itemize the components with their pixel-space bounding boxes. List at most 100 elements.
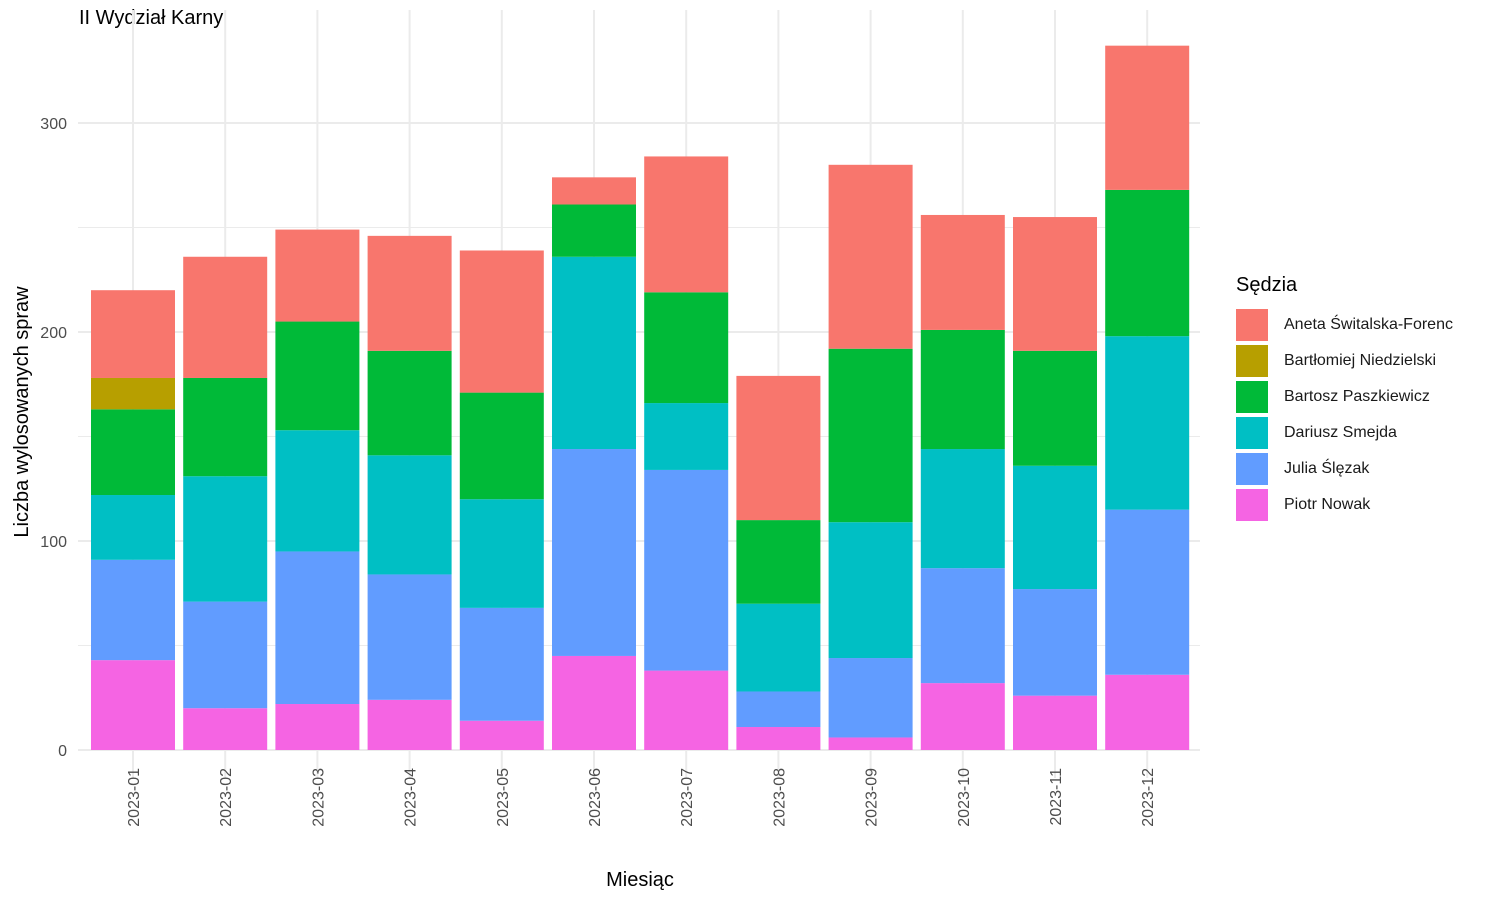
bar-segment — [1105, 45, 1190, 190]
legend-items: Aneta Świtalska-Forenc Bartłomiej Niedzie… — [1236, 307, 1453, 523]
bar-segment — [920, 329, 1005, 450]
bar-segment — [275, 551, 360, 705]
legend-key — [1236, 381, 1268, 413]
bar-segment — [828, 348, 913, 523]
bar-segment — [91, 559, 175, 661]
bar-segment — [1013, 695, 1097, 750]
legend-item: Dariusz Smejda — [1236, 415, 1453, 451]
bar-segment — [920, 683, 1005, 750]
bar-segment — [1013, 350, 1097, 466]
bar-segment — [183, 256, 268, 378]
legend-item: Aneta Świtalska-Forenc — [1236, 307, 1453, 343]
legend-label: Bartłomiej Niedzielski — [1284, 352, 1437, 369]
legend-item: Piotr Nowak — [1236, 487, 1453, 523]
bar-segment — [552, 204, 636, 257]
x-tick-label: 2023-01 — [126, 768, 143, 827]
legend-key — [1236, 417, 1268, 449]
bar-segment — [367, 235, 452, 351]
bar-segment — [1013, 217, 1097, 351]
y-tick-label: 300 — [40, 116, 67, 133]
x-tick-label: 2023-09 — [864, 768, 881, 827]
legend-label: Piotr Nowak — [1284, 496, 1371, 513]
bar-segment — [1105, 509, 1190, 675]
bar-segment — [183, 708, 268, 750]
bar-segment — [920, 449, 1005, 569]
legend-title: Sędzia — [1236, 274, 1298, 296]
bar-segment — [459, 607, 544, 721]
bar-segment — [91, 409, 175, 496]
bar-segment — [91, 377, 175, 410]
bar-segment — [828, 164, 913, 349]
chart-title: II Wydział Karny — [79, 7, 224, 29]
bar-segment — [736, 520, 821, 604]
y-tick-label: 0 — [58, 743, 67, 760]
x-tick-label: 2023-04 — [403, 768, 420, 827]
x-tick-label: 2023-03 — [310, 768, 327, 827]
bar-segment — [367, 574, 452, 700]
bars — [91, 45, 1190, 750]
bar-segment — [920, 568, 1005, 684]
x-tick-label: 2023-06 — [587, 768, 604, 827]
legend-item: Bartosz Paszkiewicz — [1236, 379, 1453, 415]
legend: Sędzia Aneta Świtalska-Forenc Bartłomiej … — [1236, 274, 1453, 523]
bar-segment — [275, 430, 360, 552]
x-axis-label: Miesiąc — [606, 869, 674, 891]
y-axis-ticks: 0 100 200 300 — [40, 116, 67, 760]
legend-key — [1236, 489, 1268, 521]
bar-segment — [920, 214, 1005, 330]
legend-key — [1236, 309, 1268, 341]
legend-item: Bartłomiej Niedzielski — [1236, 343, 1453, 379]
bar-segment — [736, 691, 821, 728]
bar-segment — [367, 350, 452, 456]
bar-segment — [1013, 589, 1097, 696]
x-tick-label: 2023-10 — [956, 768, 973, 827]
bar-segment — [183, 476, 268, 602]
bar-segment — [91, 660, 175, 750]
bar-segment — [1013, 465, 1097, 590]
x-axis-ticks: 2023-01 2023-02 2023-03 2023-04 2023-05 2023-… — [126, 768, 1157, 827]
bar-segment — [644, 670, 729, 750]
bar-segment — [367, 699, 452, 750]
bar-segment — [828, 658, 913, 738]
bar-segment — [1105, 189, 1190, 337]
x-tick-label: 2023-08 — [771, 768, 788, 827]
bar-segment — [183, 601, 268, 709]
bar-segment — [552, 256, 636, 450]
bar-segment — [459, 720, 544, 750]
bar-segment — [183, 377, 268, 477]
bar-segment — [91, 290, 175, 378]
legend-label: Bartosz Paszkiewicz — [1284, 388, 1430, 405]
legend-key — [1236, 345, 1268, 377]
y-axis-label: Liczba wylosowanych spraw — [11, 286, 33, 538]
x-tick-label: 2023-11 — [1048, 768, 1065, 826]
legend-key — [1236, 453, 1268, 485]
legend-label: Aneta Świtalska-Forenc — [1284, 316, 1453, 333]
bar-segment — [275, 321, 360, 431]
bar-segment — [828, 522, 913, 659]
bar-segment — [552, 449, 636, 656]
x-tick-label: 2023-05 — [495, 768, 512, 827]
bar-segment — [736, 375, 821, 521]
bar-segment — [552, 177, 636, 205]
bar-segment — [644, 469, 729, 671]
bar-segment — [1105, 674, 1190, 750]
legend-item: Julia Ślęzak — [1236, 451, 1453, 487]
bar-segment — [736, 727, 821, 750]
legend-label: Julia Ślęzak — [1284, 460, 1370, 477]
bar-segment — [644, 403, 729, 470]
x-tick-label: 2023-12 — [1140, 768, 1157, 827]
bar-segment — [644, 292, 729, 404]
bar-segment — [644, 156, 729, 293]
x-tick-label: 2023-07 — [679, 768, 696, 827]
y-tick-label: 100 — [40, 534, 67, 551]
bar-segment — [459, 499, 544, 608]
bar-segment — [91, 495, 175, 560]
legend-label: Dariusz Smejda — [1284, 424, 1397, 441]
x-tick-label: 2023-02 — [218, 768, 235, 827]
bar-segment — [736, 603, 821, 692]
y-tick-label: 200 — [40, 325, 67, 342]
bar-segment — [828, 737, 913, 750]
bar-segment — [459, 392, 544, 500]
bar-segment — [1105, 336, 1190, 510]
